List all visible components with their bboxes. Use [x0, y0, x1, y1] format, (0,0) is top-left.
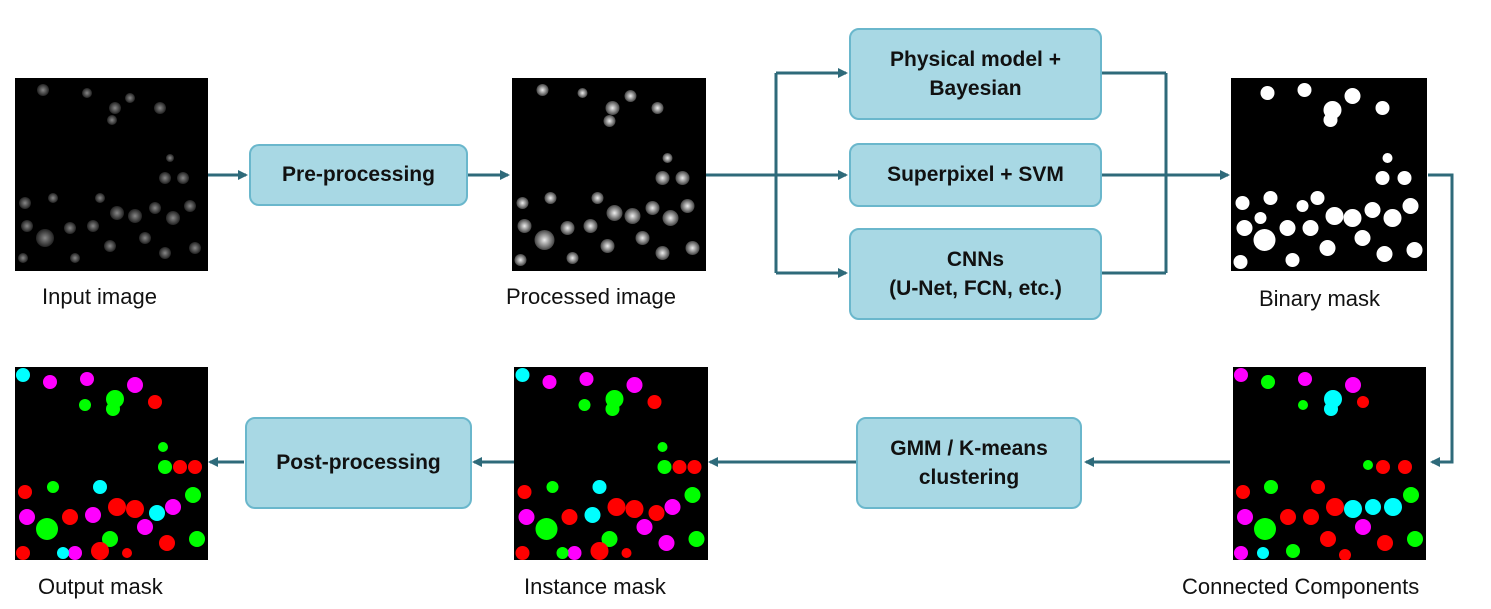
superpixel-svm-box: Superpixel + SVM — [849, 143, 1102, 207]
preprocessing-box: Pre-processing — [249, 144, 468, 206]
binary-mask-render — [1233, 83, 1423, 269]
physical-model-bayesian-box: Physical model + Bayesian — [849, 28, 1102, 120]
binary-mask-panel — [1231, 78, 1427, 271]
input-image-render — [18, 84, 201, 263]
connected-components-render — [1234, 368, 1423, 560]
arrow-binary-to-connected — [1428, 173, 1454, 467]
caption-processed-image: Processed image — [506, 284, 676, 309]
postprocessing-box: Post-processing — [245, 417, 472, 509]
instance-mask-render — [515, 368, 705, 560]
instance-mask-panel — [514, 367, 708, 560]
caption-binary-mask: Binary mask — [1259, 286, 1381, 311]
processed-image-panel — [512, 78, 706, 271]
processed-image-render — [514, 84, 700, 266]
output-mask-panel — [15, 367, 208, 560]
caption-instance-mask: Instance mask — [524, 574, 666, 599]
caption-connected-components: Connected Components — [1182, 574, 1420, 599]
caption-output-mask: Output mask — [38, 574, 163, 599]
output-mask-render — [16, 368, 205, 560]
input-image-panel — [15, 78, 208, 271]
cnns-box: CNNs (U-Net, FCN, etc.) — [849, 228, 1102, 320]
caption-input-image: Input image — [42, 284, 157, 309]
connected-components-panel — [1233, 367, 1426, 560]
gmm-kmeans-box: GMM / K-means clustering — [856, 417, 1082, 509]
